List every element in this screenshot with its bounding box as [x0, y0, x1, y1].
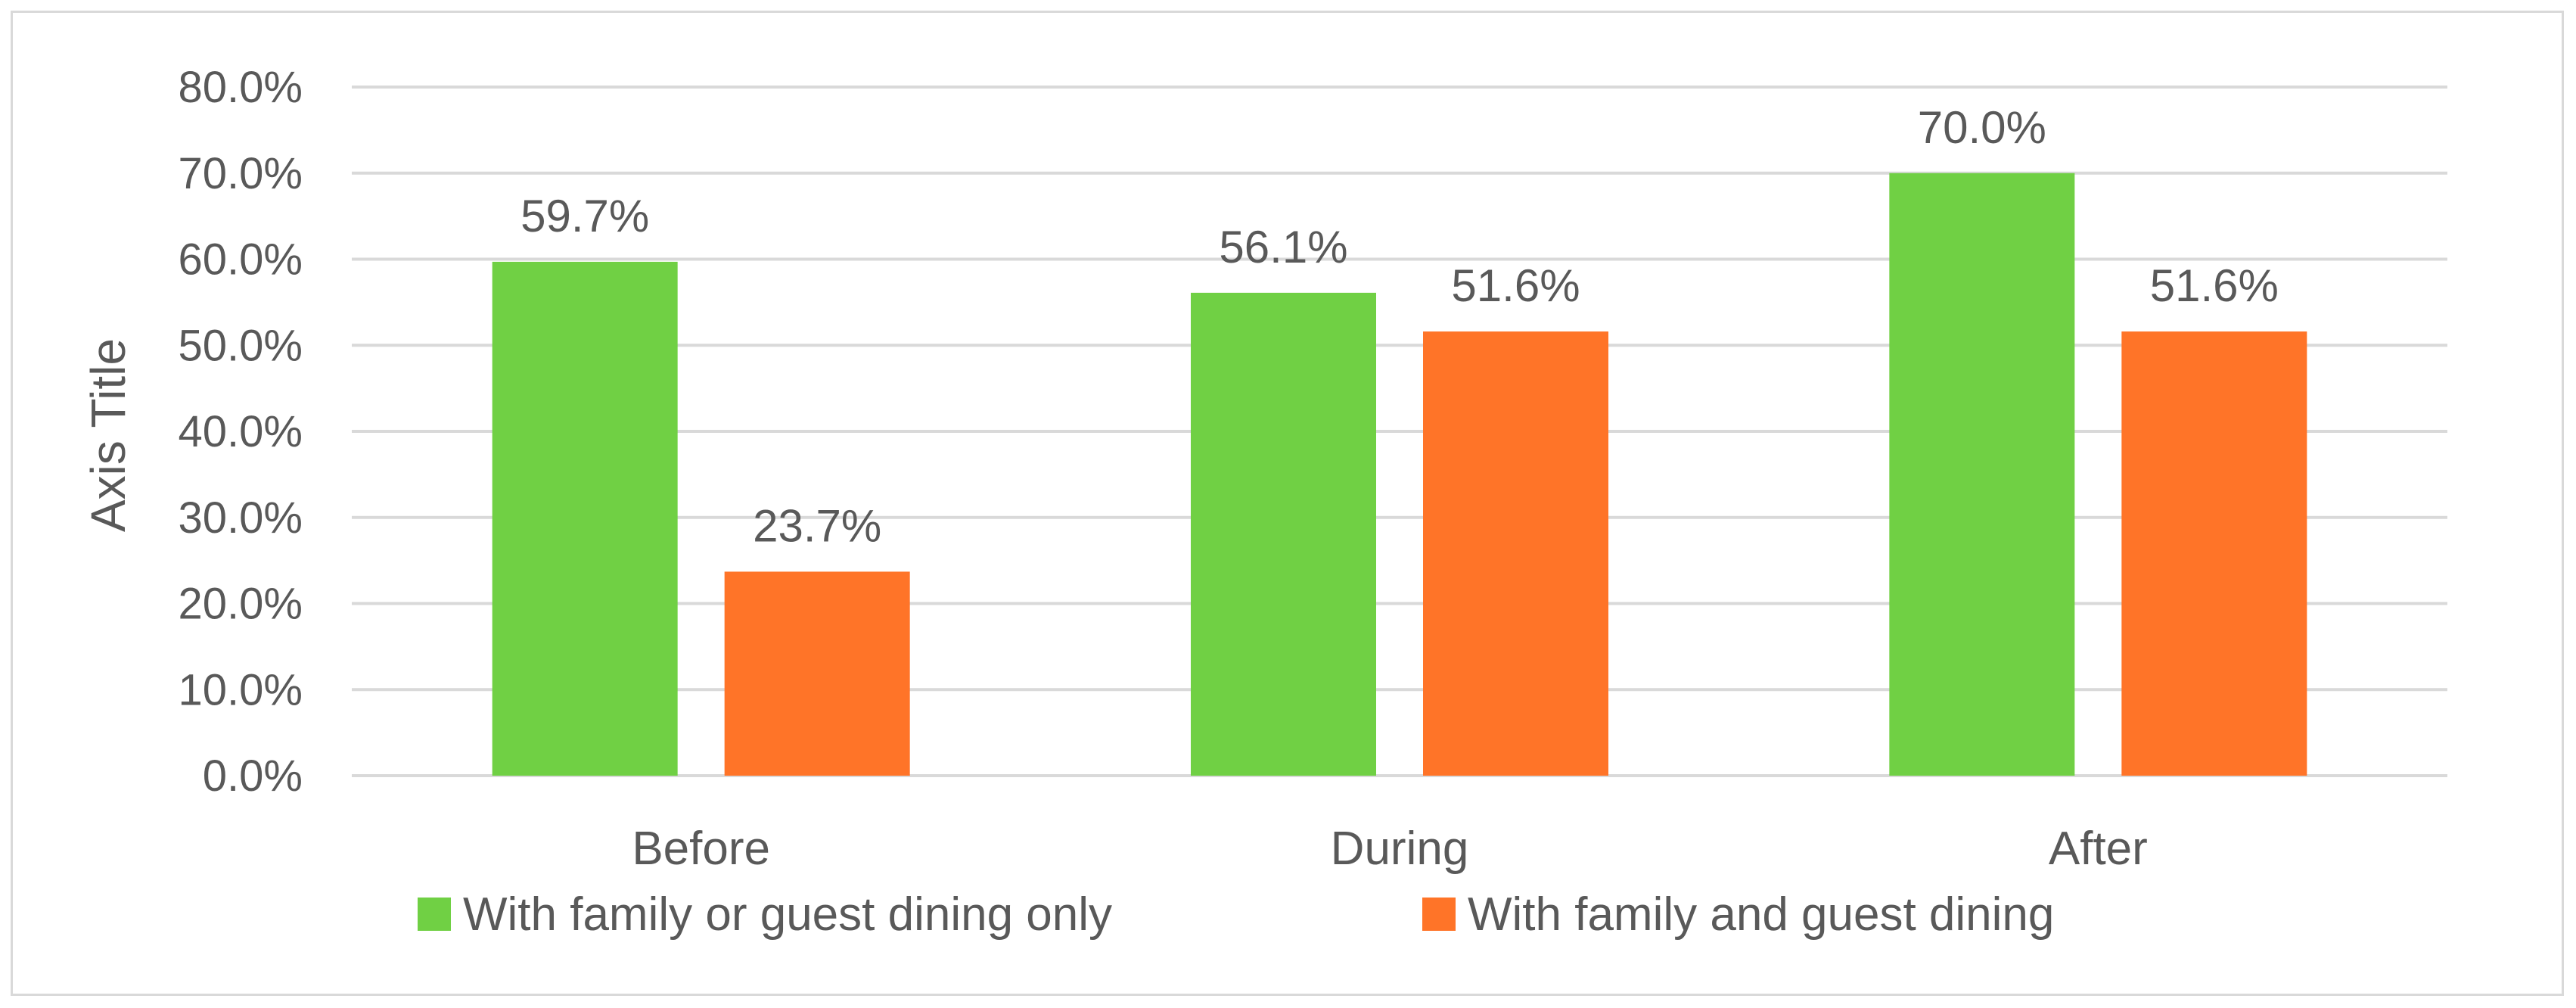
y-tick-label: 20.0%	[179, 580, 303, 629]
bar-before-series-1	[492, 261, 678, 776]
bar-during-series-2	[1423, 331, 1608, 776]
x-axis-category-labels: Before During After	[632, 823, 2147, 875]
y-tick-label: 50.0%	[179, 321, 303, 370]
y-axis-title: Axis Title	[81, 338, 135, 532]
x-category-label: After	[2049, 823, 2148, 875]
data-label: 59.7%	[520, 191, 649, 241]
y-axis-tick-labels: 0.0% 10.0% 20.0% 30.0% 40.0% 50.0% 60.0% 70.0% 8…	[179, 63, 303, 801]
bar-during-series-1	[1191, 292, 1376, 776]
bar-after-series-2	[2121, 331, 2307, 776]
bars	[492, 173, 2307, 776]
data-label: 23.7%	[753, 500, 881, 551]
legend: With family or guest dining only With fam…	[418, 888, 2054, 941]
data-label: 51.6%	[1451, 260, 1580, 311]
x-category-label: Before	[632, 823, 770, 875]
y-tick-label: 60.0%	[179, 235, 303, 285]
legend-label: With family or guest dining only	[463, 888, 1112, 941]
data-label: 70.0%	[1918, 102, 2046, 153]
legend-swatch	[418, 898, 451, 931]
y-tick-label: 80.0%	[179, 63, 303, 112]
bar-after-series-1	[1889, 173, 2075, 776]
gridlines	[352, 86, 2447, 777]
legend-label: With family and guest dining	[1468, 888, 2054, 941]
y-tick-label: 40.0%	[179, 407, 303, 456]
bar-before-series-2	[724, 571, 910, 776]
y-tick-label: 70.0%	[179, 149, 303, 198]
data-label: 51.6%	[2150, 260, 2279, 311]
y-tick-label: 30.0%	[179, 493, 303, 543]
y-tick-label: 0.0%	[203, 751, 303, 801]
y-tick-label: 10.0%	[179, 665, 303, 714]
legend-swatch	[1422, 898, 1456, 931]
data-label: 56.1%	[1219, 222, 1347, 272]
data-labels: 59.7% 23.7% 56.1% 51.6% 70.0% 51.6%	[520, 102, 2279, 552]
x-category-label: During	[1331, 823, 1469, 875]
